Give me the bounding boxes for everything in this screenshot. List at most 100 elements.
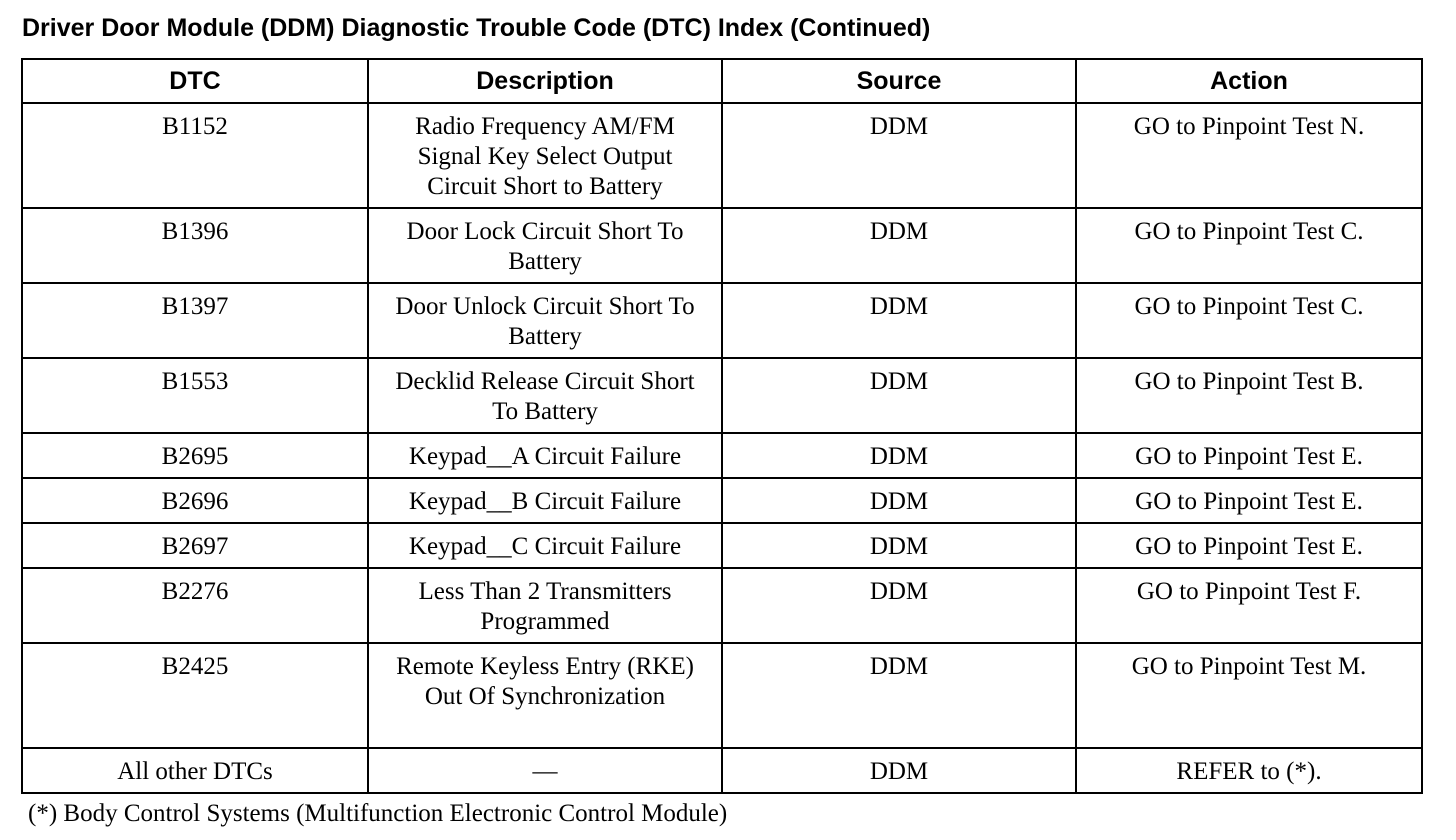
dtc-cell: B2695: [21, 432, 369, 479]
action-cell: GO to Pinpoint Test F.: [1075, 567, 1423, 644]
source-text: DDM: [869, 218, 929, 245]
action-cell: GO to Pinpoint Test E.: [1075, 432, 1423, 479]
description-text: Keypad__C Circuit Failure: [408, 533, 682, 560]
description-cell: Remote Keyless Entry (RKE) Out Of Synchr…: [367, 642, 723, 749]
table-row: B2425 Remote Keyless Entry (RKE) Out Of …: [21, 642, 1423, 749]
dtc-cell: B1396: [21, 207, 369, 284]
dtc-code: B1553: [161, 368, 229, 395]
description-text: Remote Keyless Entry (RKE) Out Of Synchr…: [396, 653, 694, 710]
source-cell: DDM: [721, 207, 1077, 284]
action-text: REFER to (*).: [1176, 758, 1322, 785]
description-text: Door Lock Circuit Short To Battery: [406, 218, 684, 275]
source-cell: DDM: [721, 432, 1077, 479]
table-row: B2695 Keypad__A Circuit Failure DDM GO t…: [21, 432, 1423, 479]
source-text: DDM: [869, 113, 929, 140]
dtc-cell: B1553: [21, 357, 369, 434]
dtc-cell: B2697: [21, 522, 369, 569]
description-cell: Keypad__B Circuit Failure: [367, 477, 723, 524]
source-text: DDM: [869, 578, 929, 605]
description-cell: Radio Frequency AM/FM Signal Key Select …: [367, 102, 723, 209]
dtc-code: B2276: [161, 578, 229, 605]
description-cell: Door Lock Circuit Short To Battery: [367, 207, 723, 284]
source-text: DDM: [869, 533, 929, 560]
dtc-cell: B1397: [21, 282, 369, 359]
action-cell: GO to Pinpoint Test B.: [1075, 357, 1423, 434]
source-text: DDM: [869, 368, 929, 395]
column-header-action: Action: [1075, 58, 1423, 104]
dtc-cell: B2276: [21, 567, 369, 644]
dtc-cell: All other DTCs: [21, 747, 369, 794]
description-text: Radio Frequency AM/FM Signal Key Select …: [415, 113, 675, 200]
description-text: Decklid Release Circuit Short To Battery: [395, 368, 695, 425]
action-text: GO to Pinpoint Test N.: [1133, 113, 1365, 140]
action-text: GO to Pinpoint Test E.: [1135, 488, 1363, 515]
action-cell: REFER to (*).: [1075, 747, 1423, 794]
table-body: B1152 Radio Frequency AM/FM Signal Key S…: [21, 102, 1423, 794]
action-text: GO to Pinpoint Test M.: [1131, 653, 1367, 680]
column-header-dtc: DTC: [21, 58, 369, 104]
dtc-code: All other DTCs: [117, 758, 273, 785]
description-cell: Door Unlock Circuit Short To Battery: [367, 282, 723, 359]
source-text: DDM: [869, 758, 929, 785]
table-row: All other DTCs — DDM REFER to (*).: [21, 747, 1423, 794]
dtc-code: B2696: [161, 488, 229, 515]
table-row: B1553 Decklid Release Circuit Short To B…: [21, 357, 1423, 434]
description-cell: Less Than 2 Transmitters Programmed: [367, 567, 723, 644]
table-row: B2697 Keypad__C Circuit Failure DDM GO t…: [21, 522, 1423, 569]
source-cell: DDM: [721, 642, 1077, 749]
source-text: DDM: [869, 653, 929, 680]
action-cell: GO to Pinpoint Test C.: [1075, 207, 1423, 284]
dtc-code: B1397: [161, 293, 229, 320]
source-text: DDM: [869, 293, 929, 320]
description-text: Keypad__B Circuit Failure: [408, 488, 682, 515]
dtc-code: B2697: [161, 533, 229, 560]
description-cell: Keypad__C Circuit Failure: [367, 522, 723, 569]
table-row: B1397 Door Unlock Circuit Short To Batte…: [21, 282, 1423, 359]
action-text: GO to Pinpoint Test C.: [1134, 293, 1364, 320]
dtc-cell: B2696: [21, 477, 369, 524]
description-cell: Keypad__A Circuit Failure: [367, 432, 723, 479]
source-cell: DDM: [721, 747, 1077, 794]
source-cell: DDM: [721, 567, 1077, 644]
description-text: Keypad__A Circuit Failure: [408, 443, 682, 470]
dtc-index-table: DTC Description Source Action B1152 Radi…: [21, 58, 1423, 794]
source-text: DDM: [869, 443, 929, 470]
action-cell: GO to Pinpoint Test N.: [1075, 102, 1423, 209]
source-cell: DDM: [721, 102, 1077, 209]
action-text: GO to Pinpoint Test E.: [1135, 533, 1363, 560]
table-header: DTC Description Source Action: [21, 58, 1423, 104]
column-header-description: Description: [367, 58, 723, 104]
table-row: B2276 Less Than 2 Transmitters Programme…: [21, 567, 1423, 644]
dtc-code: B2695: [161, 443, 229, 470]
source-cell: DDM: [721, 282, 1077, 359]
description-text: —: [532, 758, 558, 785]
description-cell: Decklid Release Circuit Short To Battery: [367, 357, 723, 434]
action-text: GO to Pinpoint Test C.: [1134, 218, 1364, 245]
dtc-code: B1152: [162, 113, 228, 140]
source-cell: DDM: [721, 522, 1077, 569]
action-text: GO to Pinpoint Test F.: [1136, 578, 1362, 605]
source-text: DDM: [869, 488, 929, 515]
action-cell: GO to Pinpoint Test E.: [1075, 477, 1423, 524]
description-text: Door Unlock Circuit Short To Battery: [395, 293, 695, 350]
dtc-code: B1396: [161, 218, 229, 245]
action-cell: GO to Pinpoint Test C.: [1075, 282, 1423, 359]
footnote: (*) Body Control Systems (Multifunction …: [28, 800, 728, 827]
source-cell: DDM: [721, 477, 1077, 524]
dtc-cell: B2425: [21, 642, 369, 749]
source-cell: DDM: [721, 357, 1077, 434]
action-cell: GO to Pinpoint Test M.: [1075, 642, 1423, 749]
table-row: B1396 Door Lock Circuit Short To Battery…: [21, 207, 1423, 284]
column-header-source: Source: [721, 58, 1077, 104]
header-row: DTC Description Source Action: [21, 58, 1423, 104]
description-text: Less Than 2 Transmitters Programmed: [418, 578, 672, 635]
dtc-cell: B1152: [21, 102, 369, 209]
action-text: GO to Pinpoint Test E.: [1135, 443, 1363, 470]
page-title: Driver Door Module (DDM) Diagnostic Trou…: [22, 14, 931, 42]
table-row: B2696 Keypad__B Circuit Failure DDM GO t…: [21, 477, 1423, 524]
table-row: B1152 Radio Frequency AM/FM Signal Key S…: [21, 102, 1423, 209]
description-cell: —: [367, 747, 723, 794]
action-text: GO to Pinpoint Test B.: [1134, 368, 1364, 395]
action-cell: GO to Pinpoint Test E.: [1075, 522, 1423, 569]
dtc-code: B2425: [161, 653, 229, 680]
